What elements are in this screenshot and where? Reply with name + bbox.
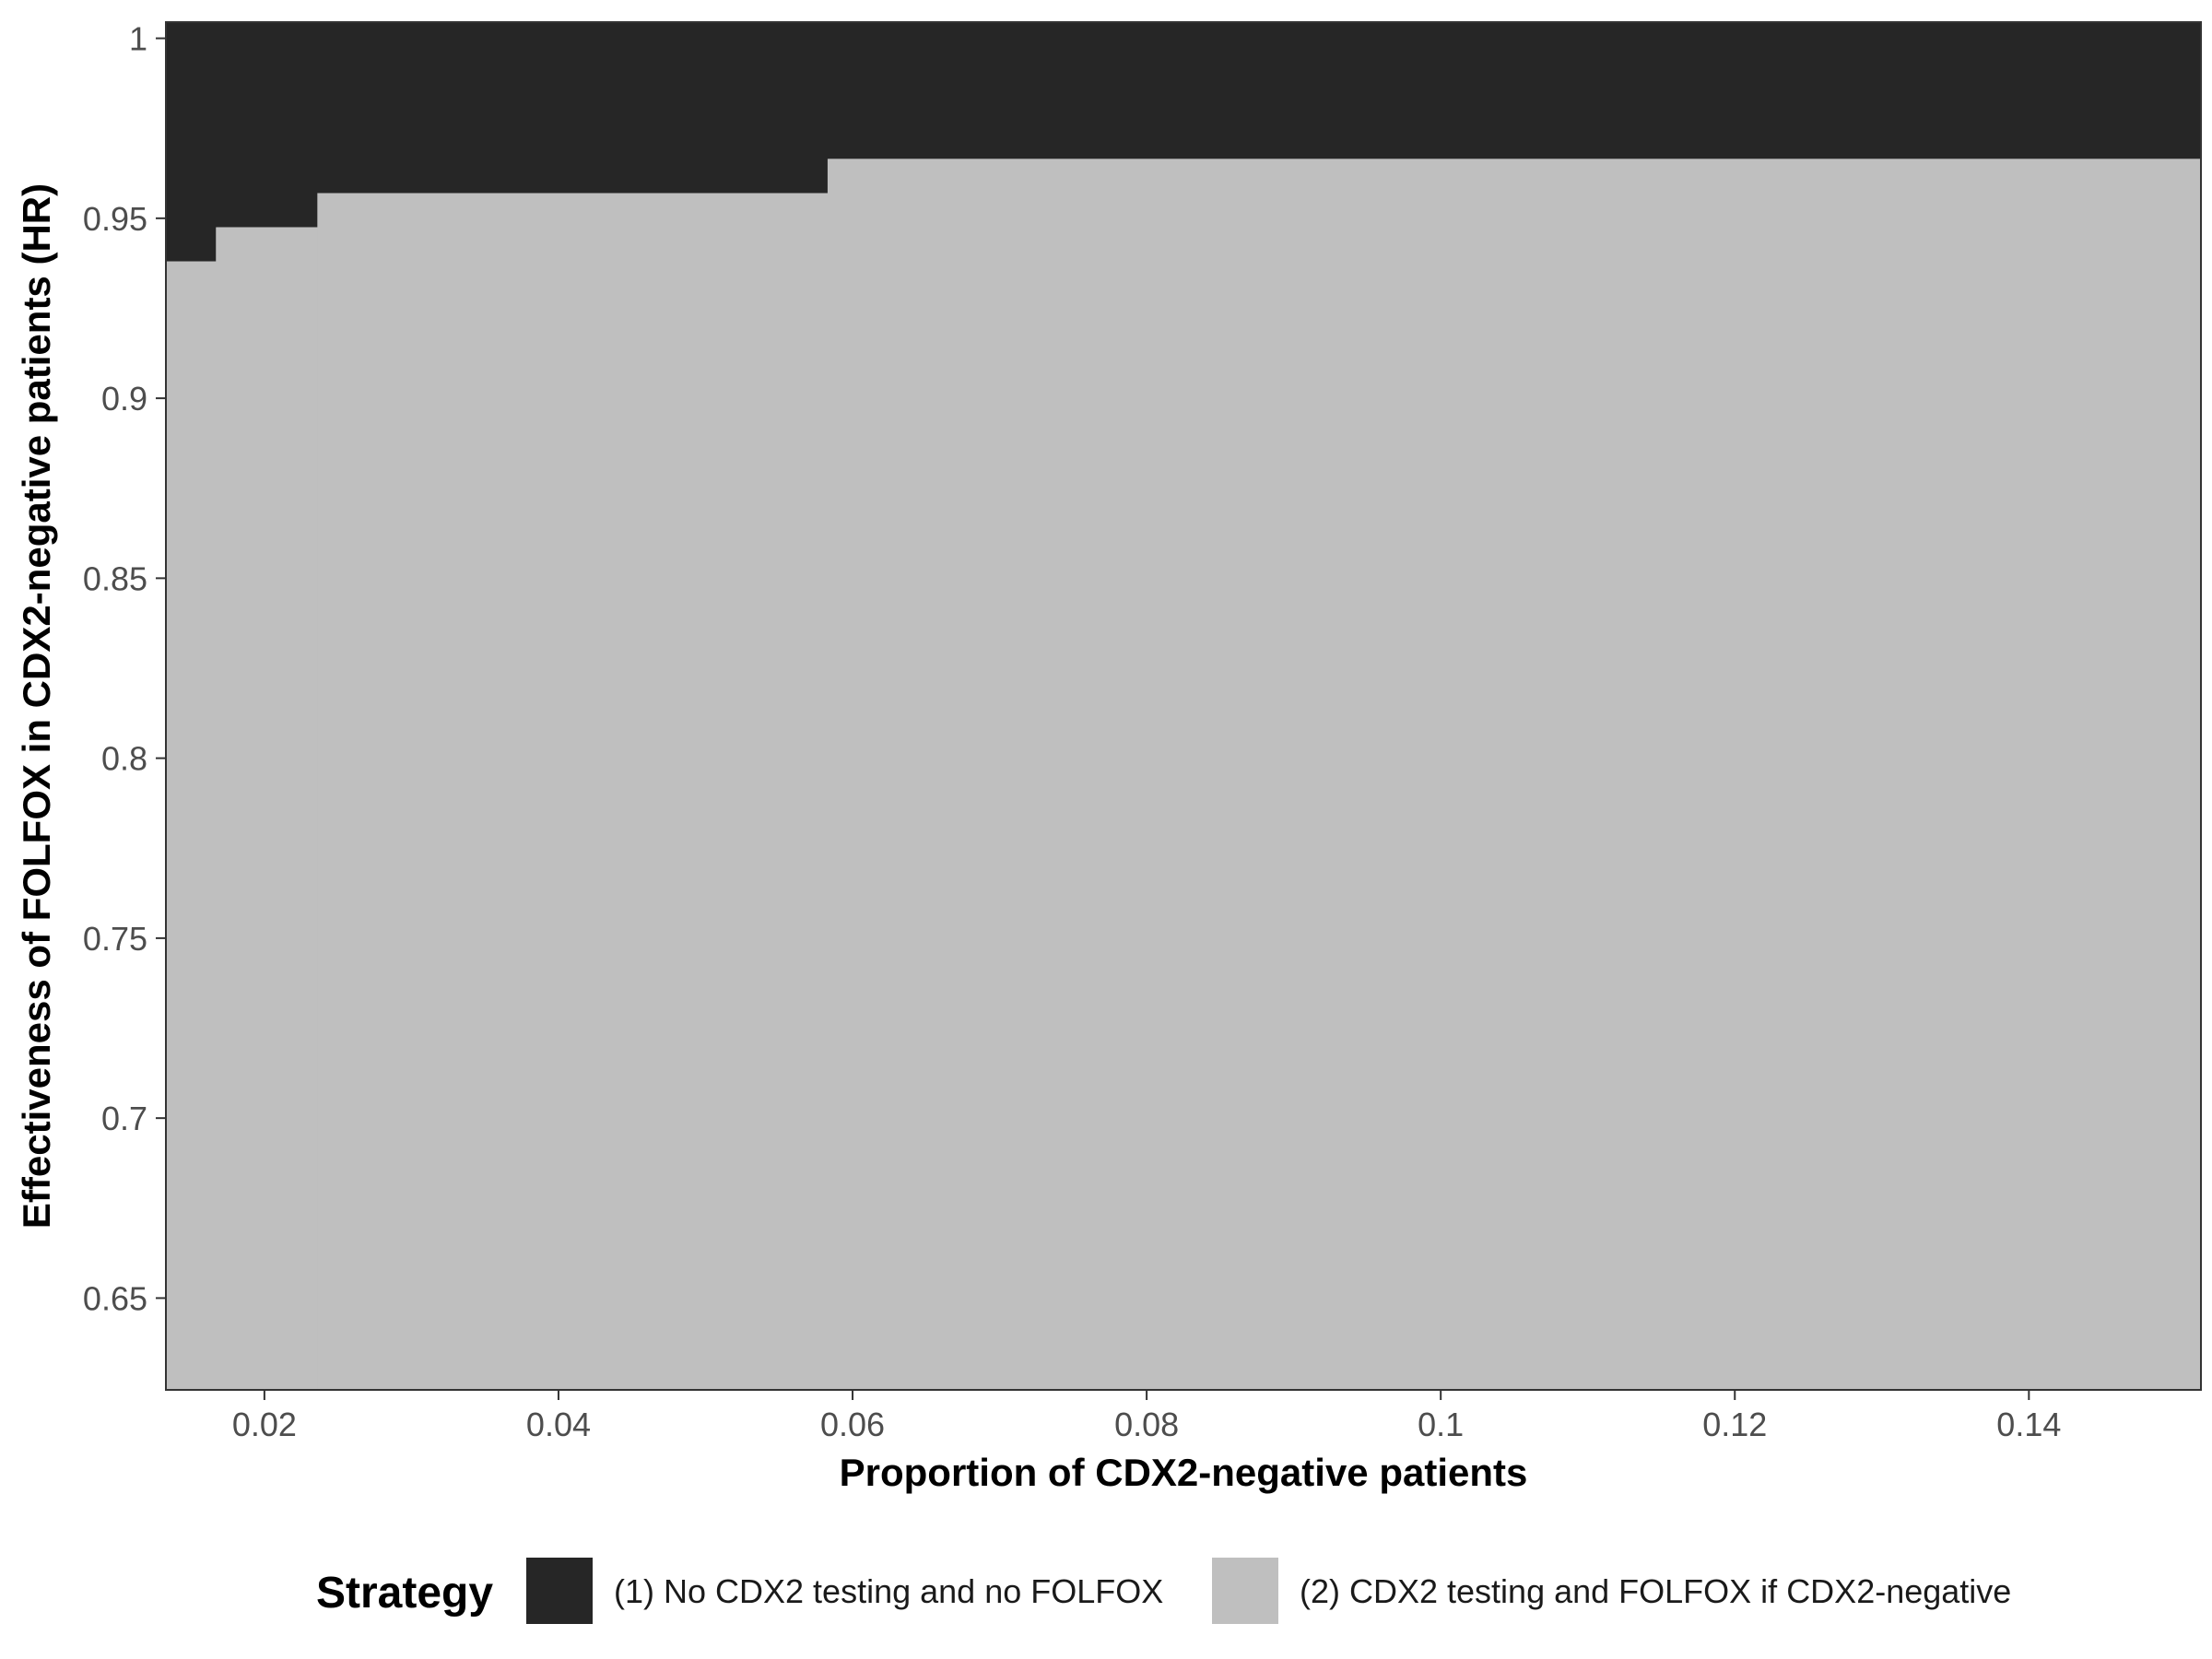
- x-tick-label: 0.1: [1418, 1406, 1464, 1443]
- region-no-testing-step-1: [216, 22, 318, 228]
- region-cdx2-testing-step-2: [317, 193, 829, 1390]
- x-axis: 0.02 0.04 0.06 0.08 0.1 0.12 0.14: [232, 1390, 2061, 1443]
- region-cdx2-testing-step-0: [166, 261, 217, 1391]
- legend-key-cdx2-testing: [1212, 1558, 1278, 1624]
- y-tick-label: 0.8: [101, 740, 147, 778]
- y-tick-label: 0.75: [83, 920, 147, 958]
- y-tick-label: 0.9: [101, 380, 147, 418]
- y-tick-label: 1: [129, 20, 147, 58]
- region-cdx2-testing-step-1: [216, 227, 318, 1391]
- region-no-testing-step-3: [827, 22, 2202, 159]
- y-tick-label: 0.85: [83, 559, 147, 597]
- y-tick-label: 0.7: [101, 1100, 147, 1137]
- y-axis-title: Effectiveness of FOLFOX in CDX2-negative…: [15, 183, 58, 1229]
- legend-title: Strategy: [316, 1569, 493, 1618]
- y-tick-label: 0.95: [83, 200, 147, 238]
- y-axis: 0.65 0.7 0.75 0.8 0.85 0.9 0.95 1: [83, 20, 166, 1317]
- legend-label-cdx2-testing: (2) CDX2 testing and FOLFOX if CDX2-nega…: [1300, 1572, 2011, 1610]
- panel-border: [165, 21, 2202, 1391]
- region-no-testing-step-0: [166, 22, 217, 262]
- x-tick-label: 0.12: [1702, 1406, 1767, 1443]
- legend-key-no-testing: [526, 1558, 593, 1624]
- x-tick-label: 0.02: [232, 1406, 297, 1443]
- y-tick-label: 0.65: [83, 1279, 147, 1317]
- x-tick-label: 0.06: [820, 1406, 885, 1443]
- x-tick-label: 0.08: [1114, 1406, 1179, 1443]
- x-tick-label: 0.14: [1996, 1406, 2061, 1443]
- plot-regions: [166, 22, 2202, 1391]
- region-no-testing-step-2: [317, 22, 829, 194]
- x-axis-title: Proportion of CDX2-negative patients: [840, 1451, 1528, 1494]
- legend-label-no-testing: (1) No CDX2 testing and no FOLFOX: [614, 1572, 1163, 1610]
- region-cdx2-testing-step-3: [827, 159, 2202, 1390]
- legend: Strategy (1) No CDX2 testing and no FOLF…: [316, 1558, 2011, 1624]
- x-tick-label: 0.04: [526, 1406, 591, 1443]
